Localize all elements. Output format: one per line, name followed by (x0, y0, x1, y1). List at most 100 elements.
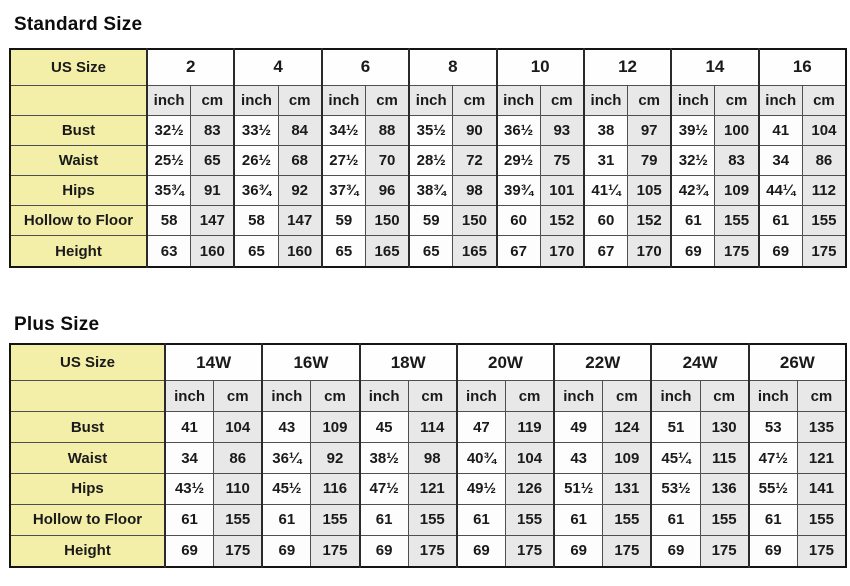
value-cell-inch: 58 (146, 205, 192, 237)
row-label: Hips (9, 473, 166, 505)
size-column-header: 16 (757, 48, 847, 86)
row-label: Bust (9, 114, 148, 146)
value-cell-cm: 104 (213, 411, 263, 444)
value-cell-cm: 150 (364, 205, 410, 237)
value-cell-inch: 41 (164, 411, 215, 444)
value-cell-cm: 136 (699, 473, 750, 505)
measurement-row: Hollow to Floor 58 147 58 147 59 150 59 150 60 152… (9, 205, 847, 237)
value-cell-inch: 28½ (408, 144, 454, 177)
value-cell-cm: 165 (364, 235, 410, 268)
value-cell-cm: 175 (801, 235, 847, 268)
value-cell-cm: 147 (190, 205, 235, 237)
measurement-row: Hollow to Floor 61 155 61 155 61 155 61 155 61 155… (9, 503, 847, 536)
value-cell-inch: 34 (164, 442, 215, 474)
value-cell-cm: 155 (796, 503, 847, 536)
value-cell-cm: 88 (364, 114, 410, 146)
row-label: Hollow to Floor (9, 205, 148, 237)
value-cell-inch: 34 (757, 144, 803, 177)
value-cell-cm: 93 (539, 114, 585, 146)
value-cell-inch: 60 (582, 205, 629, 237)
value-cell-inch: 61 (670, 205, 716, 237)
value-cell-cm: 121 (407, 473, 458, 505)
value-cell-cm: 131 (602, 473, 652, 505)
unit-header-cm: cm (452, 84, 497, 116)
measurement-row: Bust 41 104 43 109 45 114 47 119 49 124 51 130 53 135 (9, 411, 847, 444)
value-cell-inch: 67 (582, 235, 629, 268)
value-cell-cm: 126 (504, 473, 555, 505)
value-cell-inch: 69 (358, 534, 409, 568)
us-size-header: US Size (9, 48, 148, 86)
value-cell-inch: 40¾ (455, 442, 506, 474)
size-column-header: 12 (582, 48, 672, 86)
value-cell-cm: 86 (801, 144, 847, 177)
value-cell-cm: 96 (364, 175, 410, 207)
size-column-header: 26W (747, 343, 847, 382)
value-cell-cm: 98 (452, 175, 497, 207)
value-cell-inch: 35½ (408, 114, 454, 146)
value-cell-inch: 69 (455, 534, 506, 568)
unit-header-cm: cm (213, 380, 263, 413)
value-cell-cm: 91 (190, 175, 235, 207)
plus-size-title: Plus Size (14, 314, 100, 335)
value-cell-cm: 101 (539, 175, 585, 207)
value-cell-inch: 26½ (233, 144, 279, 177)
value-cell-inch: 65 (233, 235, 279, 268)
value-cell-inch: 61 (261, 503, 312, 536)
value-cell-inch: 61 (553, 503, 604, 536)
measurement-row: Hips 35¾ 91 36¾ 92 37¾ 96 38¾ 98 39¾ 101 41¼ 105 42¾ 1… (9, 175, 847, 207)
value-cell-inch: 69 (650, 534, 701, 568)
row-label: Height (9, 534, 166, 568)
value-cell-cm: 150 (452, 205, 497, 237)
value-cell-inch: 69 (747, 534, 798, 568)
value-cell-cm: 175 (714, 235, 760, 268)
measurement-row: Waist 34 86 36¼ 92 38½ 98 40¾ 104 43 109 45¼ 115 47½ 1… (9, 442, 847, 474)
value-cell-cm: 147 (277, 205, 323, 237)
value-cell-inch: 36¾ (233, 175, 279, 207)
value-cell-cm: 155 (407, 503, 458, 536)
value-cell-cm: 155 (213, 503, 263, 536)
unit-header-cm: cm (277, 84, 323, 116)
value-cell-inch: 67 (495, 235, 541, 268)
value-cell-cm: 68 (277, 144, 323, 177)
value-cell-cm: 170 (627, 235, 672, 268)
unit-header-cm: cm (699, 380, 750, 413)
value-cell-inch: 39½ (670, 114, 716, 146)
row-label: Hollow to Floor (9, 503, 166, 536)
standard-size-title: Standard Size (14, 14, 143, 35)
value-cell-cm: 104 (801, 114, 847, 146)
value-cell-inch: 43 (553, 442, 604, 474)
unit-header-inch: inch (408, 84, 454, 116)
row-label: Height (9, 235, 148, 268)
value-cell-inch: 39¾ (495, 175, 541, 207)
value-cell-inch: 61 (650, 503, 701, 536)
unit-header-cm: cm (190, 84, 235, 116)
value-cell-cm: 155 (504, 503, 555, 536)
measurement-row: Waist 25½ 65 26½ 68 27½ 70 28½ 72 29½ 75 31 79 32½ 83 3… (9, 144, 847, 177)
value-cell-cm: 112 (801, 175, 847, 207)
size-column-header: 18W (358, 343, 458, 382)
value-cell-cm: 160 (277, 235, 323, 268)
size-column-header: 20W (455, 343, 555, 382)
unit-header-inch: inch (670, 84, 716, 116)
value-cell-inch: 55½ (747, 473, 798, 505)
value-cell-cm: 175 (796, 534, 847, 568)
value-cell-inch: 44¼ (757, 175, 803, 207)
unit-header-cm: cm (796, 380, 847, 413)
size-column-header: 6 (320, 48, 410, 86)
size-column-header: 10 (495, 48, 585, 86)
unit-header-cm: cm (602, 380, 652, 413)
value-cell-cm: 175 (602, 534, 652, 568)
value-cell-cm: 152 (539, 205, 585, 237)
value-cell-inch: 69 (261, 534, 312, 568)
value-cell-cm: 92 (310, 442, 361, 474)
value-cell-cm: 84 (277, 114, 323, 146)
unit-header-inch: inch (747, 380, 798, 413)
value-cell-cm: 109 (602, 442, 652, 474)
value-cell-inch: 61 (358, 503, 409, 536)
size-column-header: 2 (145, 48, 235, 86)
value-cell-inch: 47½ (747, 442, 798, 474)
value-cell-inch: 63 (146, 235, 192, 268)
value-cell-inch: 53½ (650, 473, 701, 505)
value-cell-inch: 65 (408, 235, 454, 268)
standard-size-table: US Size 2 4 6 8 10 12 14 16 inch cm inch cm inch cm inc… (9, 48, 847, 268)
